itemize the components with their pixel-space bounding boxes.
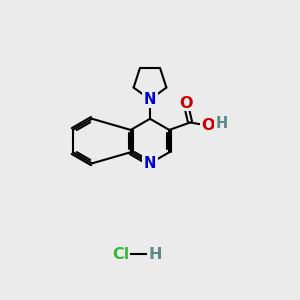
Text: Cl: Cl	[112, 247, 129, 262]
Text: N: N	[144, 92, 156, 107]
Text: H: H	[215, 116, 227, 130]
Text: H: H	[148, 247, 162, 262]
Text: O: O	[179, 96, 192, 111]
Text: O: O	[201, 118, 215, 133]
Text: N: N	[144, 156, 156, 171]
